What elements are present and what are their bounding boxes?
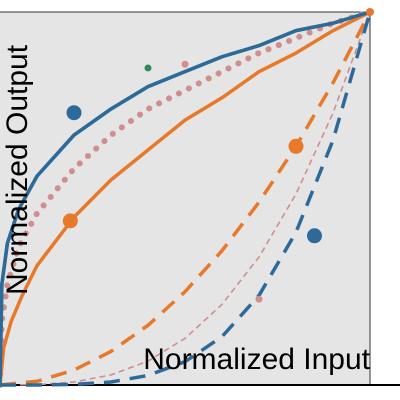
series-marker-6 [307, 228, 322, 244]
x-axis-label: Normalized Input [143, 343, 370, 376]
series-marker-5 [255, 295, 263, 303]
series-line-2 [0, 9, 373, 388]
series-line-4 [0, 11, 372, 387]
series-line-6 [0, 11, 372, 387]
y-axis-label: Normalized Output [1, 44, 34, 295]
series-marker-2 [181, 60, 189, 68]
series-marker-1 [144, 64, 152, 72]
series-marker-0 [66, 105, 82, 121]
plot-background [0, 12, 370, 385]
series-line-3 [0, 10, 372, 387]
series-end-marker [366, 8, 374, 16]
series-marker-3 [62, 213, 78, 229]
series-layer [0, 8, 374, 388]
series-line-0 [0, 10, 372, 387]
series-marker-4 [288, 138, 304, 154]
